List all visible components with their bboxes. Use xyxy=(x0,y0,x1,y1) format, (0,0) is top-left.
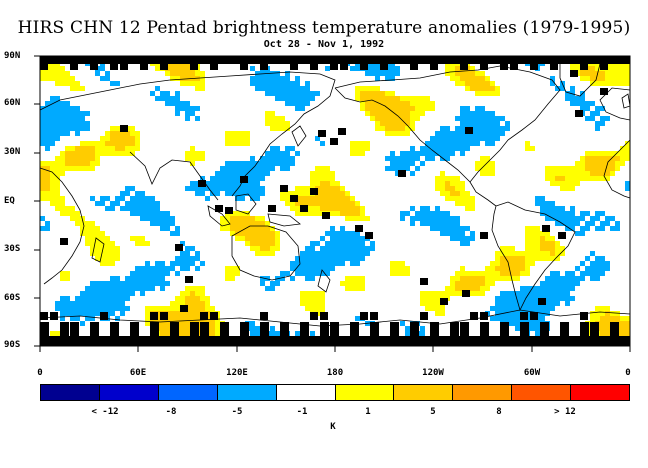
lon-label-0-end: 0 xyxy=(625,368,631,378)
lon-label-120w: 120W xyxy=(422,368,444,378)
asia-coast xyxy=(39,71,336,197)
missing-data-blocks xyxy=(40,56,630,346)
colorbar-box xyxy=(99,385,159,400)
eurasia-coast xyxy=(599,87,631,121)
new-zealand-coast xyxy=(317,269,331,293)
colorbar-label-7: 8 xyxy=(496,407,502,417)
map-title: HIRS CHN 12 Pentad brightness temperatur… xyxy=(17,18,631,38)
colorbar xyxy=(40,384,630,401)
colorbar-box xyxy=(394,385,454,400)
north-america-coast xyxy=(334,65,561,207)
africa-coast xyxy=(39,167,85,285)
lat-label-60n: 60N xyxy=(4,98,21,108)
axis-ticks xyxy=(34,55,631,352)
colorbar-label-1: < -12 xyxy=(91,407,119,417)
alaska-coast xyxy=(334,87,471,183)
colorbar-box xyxy=(335,385,395,400)
antarctica-coast xyxy=(39,309,631,327)
new-guinea-coast xyxy=(267,213,301,227)
lat-label-30n: 30N xyxy=(4,147,21,157)
colorbar-label-5: 1 xyxy=(365,407,371,417)
madagascar-coast xyxy=(91,237,105,263)
colorbar-box xyxy=(453,385,513,400)
australia-coast xyxy=(231,225,301,281)
colorbar-label-8: > 12 xyxy=(554,407,576,417)
india-coast xyxy=(129,151,219,201)
lon-label-60e: 60E xyxy=(129,368,147,378)
colorbar-units: K xyxy=(330,422,336,432)
lat-label-eq: EQ xyxy=(4,196,15,206)
lat-label-90s: 90S xyxy=(4,340,21,350)
coastlines xyxy=(39,57,631,327)
colorbar-label-3: -5 xyxy=(231,407,243,417)
lon-label-180: 180 xyxy=(326,368,344,378)
lon-label-0: 0 xyxy=(37,368,43,378)
sumatra-coast xyxy=(207,205,231,227)
africa-west-coast xyxy=(603,139,631,199)
borneo-coast xyxy=(235,193,257,215)
map-subtitle: Oct 28 - Nov 1, 1992 xyxy=(263,39,385,50)
colorbar-box xyxy=(217,385,277,400)
lat-label-60s: 60S xyxy=(4,293,21,303)
lat-label-90n: 90N xyxy=(4,51,21,61)
lon-label-60w: 60W xyxy=(523,368,541,378)
colorbar-box xyxy=(571,385,630,400)
colorbar-box xyxy=(512,385,572,400)
colorbar-box xyxy=(41,385,100,400)
colorbar-box xyxy=(158,385,218,400)
colorbar-label-2: -8 xyxy=(165,407,177,417)
colorbar-label-6: 5 xyxy=(430,407,436,417)
japan-coast xyxy=(291,125,307,147)
lon-label-120e: 120E xyxy=(226,368,248,378)
colorbar-label-4: -1 xyxy=(296,407,308,417)
lat-label-30s: 30S xyxy=(4,244,21,254)
colorbar-box xyxy=(276,385,336,400)
south-america-coast xyxy=(491,201,576,312)
